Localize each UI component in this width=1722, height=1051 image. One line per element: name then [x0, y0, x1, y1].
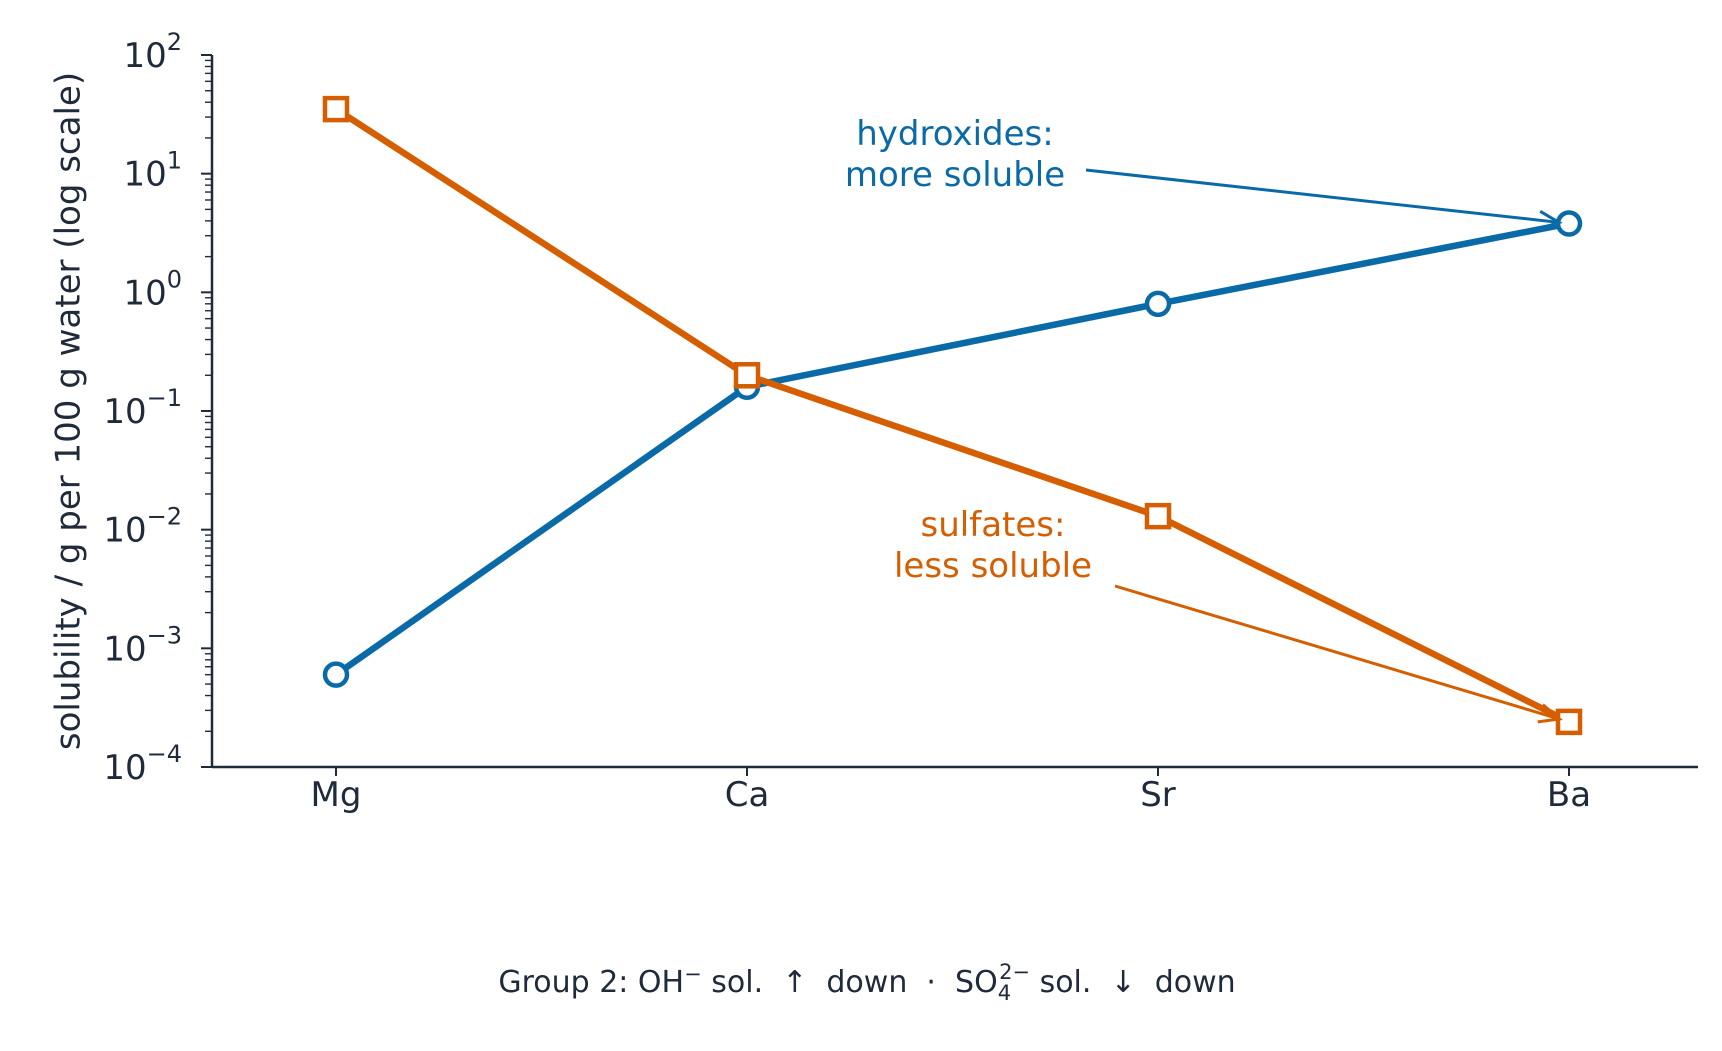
- caption-part-3: sol. ↓ down: [1030, 965, 1236, 1000]
- sulfates-marker: [322, 95, 350, 123]
- y-tick-label: 10−3: [103, 621, 182, 669]
- series-layer: [322, 95, 1583, 736]
- sulfates-arrowhead: [1537, 703, 1563, 724]
- y-tick-exponent: 2: [167, 28, 182, 56]
- hydroxides-arrowhead: [1537, 209, 1563, 231]
- annotation-layer: hydroxides: more soluble sulfates: less sol…: [845, 114, 1563, 724]
- hydroxides-annotation-text: hydroxides: more soluble: [845, 114, 1065, 195]
- x-tick-label: Mg: [311, 775, 362, 815]
- y-tick-exponent: −1: [147, 384, 182, 412]
- x-tick-label: Ba: [1547, 775, 1591, 815]
- x-tick-label: Sr: [1140, 775, 1176, 815]
- y-tick-label: 101: [123, 147, 182, 195]
- sulfates-annotation: sulfates: less soluble: [894, 505, 1563, 724]
- y-tick-exponent: −2: [147, 503, 182, 531]
- hydroxides-line: [334, 220, 1570, 678]
- caption-so4-subscript: 4: [998, 981, 1011, 1005]
- hydroxides-annotation-arrow: [1085, 168, 1560, 224]
- y-tick-exponent: −4: [147, 740, 182, 768]
- hydroxides-marker: [1144, 290, 1172, 318]
- sulfates-annotation-arrow: [1114, 584, 1560, 721]
- y-tick-base: 10: [103, 748, 146, 788]
- y-tick-exponent: −3: [147, 621, 182, 649]
- hydroxides-annotation: hydroxides: more soluble: [845, 114, 1563, 231]
- y-tick-label: 100: [123, 265, 182, 313]
- caption: Group 2: OH− sol. ↑ down · SO42− sol. ↓ …: [498, 960, 1235, 1005]
- sulfates-line: [334, 106, 1571, 725]
- caption-part-2: sol. ↑ down · SO: [702, 965, 998, 1000]
- y-tick-label: 102: [123, 28, 182, 76]
- y-tick-base: 10: [123, 155, 166, 195]
- y-tick-label: 10−2: [103, 503, 182, 551]
- sulfates-marker: [733, 362, 761, 389]
- annotation-line: hydroxides:: [856, 114, 1053, 154]
- x-ticks: Mg Ca Sr Ba: [311, 767, 1591, 815]
- y-tick-label: 10−4: [103, 740, 182, 788]
- sulfates-marker: [1555, 708, 1583, 736]
- y-tick-base: 10: [103, 392, 146, 432]
- x-tick-label: Ca: [725, 775, 770, 815]
- y-tick-base: 10: [103, 629, 146, 669]
- annotation-line: sulfates:: [921, 505, 1066, 545]
- y-tick-label: 10−1: [103, 384, 182, 432]
- caption-oh-superscript: −: [684, 962, 702, 986]
- y-tick-base: 10: [123, 273, 166, 313]
- hydroxides-marker: [1555, 210, 1583, 237]
- y-tick-base: 10: [103, 511, 146, 551]
- sulfates-annotation-text: sulfates: less soluble: [894, 505, 1092, 586]
- y-tick-exponent: 1: [167, 147, 182, 175]
- annotation-line: more soluble: [845, 155, 1065, 195]
- y-tick-base: 10: [123, 36, 166, 76]
- annotation-line: less soluble: [894, 546, 1092, 586]
- y-tick-exponent: 0: [167, 265, 182, 293]
- caption-so4-superscript: 2−: [999, 960, 1030, 984]
- sulfates-series: [322, 95, 1583, 736]
- caption-part-1: Group 2: OH: [498, 965, 684, 1000]
- hydroxides-series: [322, 210, 1583, 688]
- hydroxides-marker: [322, 661, 350, 688]
- sulfates-marker: [1144, 502, 1172, 530]
- y-axis-label: solubility / g per 100 g water (log scal…: [49, 72, 89, 750]
